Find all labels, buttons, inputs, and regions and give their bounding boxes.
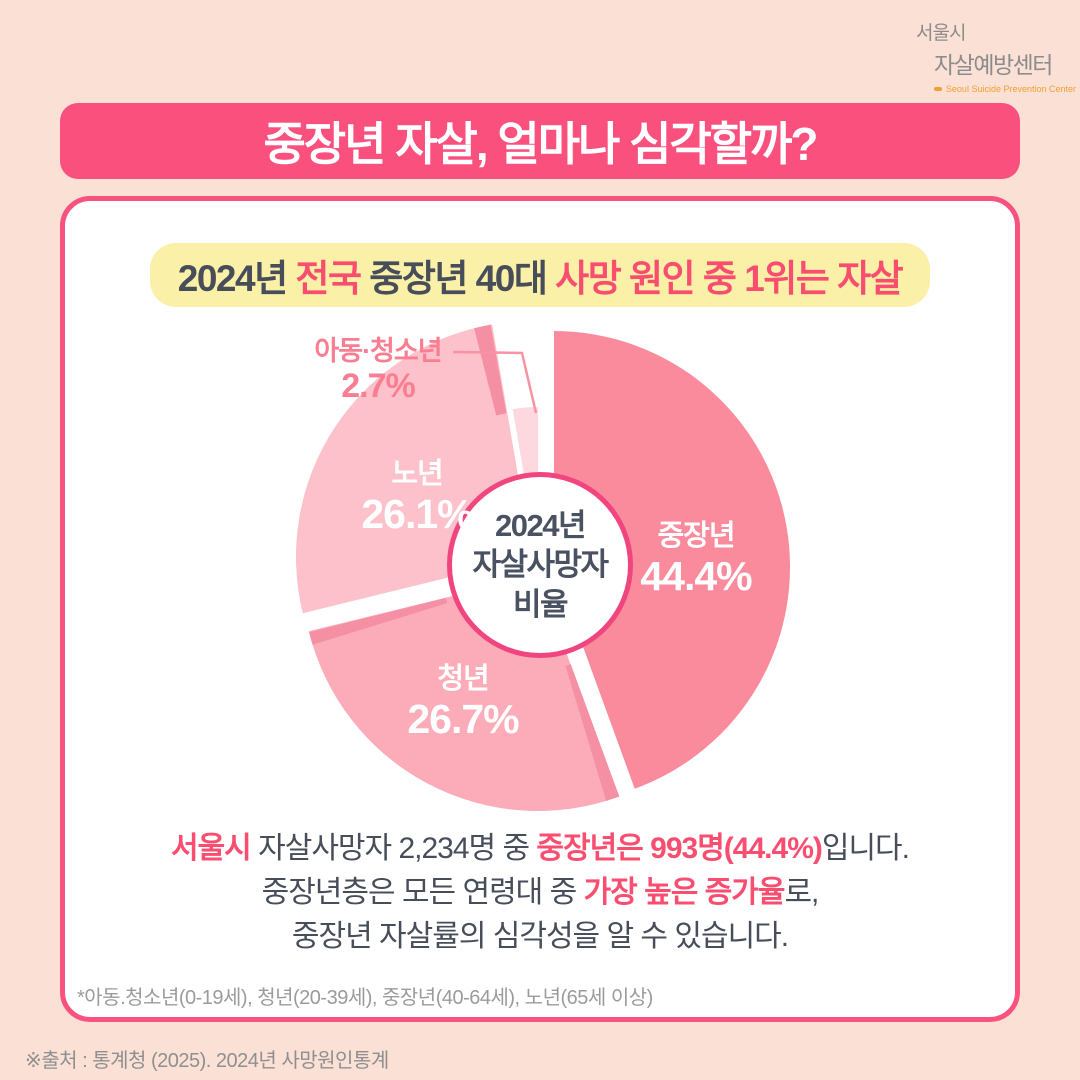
age-definition-footnote: *아동.청소년(0-19세), 청년(20-39세), 중장년(40-64세),… [77,987,653,1009]
pie-chart: 2024년 자살사망자 비율 중장년 44.4% 청년 26.7% 노년 26.… [290,315,790,815]
headline-seg-3: 중장년 40대 [360,258,556,299]
pie-slice-shadow-edge-2 [474,324,507,416]
slice-label-middle-aged: 중장년 44.4% [616,520,776,600]
slice-name-middle-aged: 중장년 [657,520,735,552]
slice-label-children-teens: 아동·청소년 2.7% [278,336,478,406]
logo-subtitle-text: Seoul Suicide Prevention Center [945,84,1076,94]
pie-slice-shadow-edge-0 [565,664,620,801]
chart-headline: 2024년 전국 중장년 40대 사망 원인 중 1위는 자살 [65,243,1015,307]
pie-slice-shadow-edge-1 [309,598,448,645]
summary-l1-seg1: 서울시 [170,832,252,865]
header-banner: 중장년 자살, 얼마나 심각할까? [60,103,1020,179]
slice-label-elderly: 노년 26.1% [337,458,497,538]
slice-pct-youth: 26.7% [407,696,519,743]
logo-city-text: 서울시 [916,23,966,44]
summary-line-2: 중장년층은 모든 연령대 중 가장 높은 증가율로, [65,871,1015,915]
pie-slice-middle-aged [554,331,790,789]
summary-line-1: 서울시 자살사망자 2,234명 중 중장년은 993명(44.4%)입니다. [65,827,1015,871]
pie-center-label: 2024년 자살사망자 비율 [447,472,633,658]
summary-l1-seg4: 입니다. [821,832,910,865]
logo-subtitle: Seoul Suicide Prevention Center [934,84,1076,94]
highlighted-headline: 2024년 전국 중장년 40대 사망 원인 중 1위는 자살 [149,243,931,307]
content-card: 2024년 전국 중장년 40대 사망 원인 중 1위는 자살 2024년 자살… [60,196,1020,1022]
summary-l2-seg1: 중장년층은 모든 연령대 중 [261,876,584,909]
headline-seg-4: 사망 원인 중 1위는 자살 [555,258,904,299]
slice-label-youth: 청년 26.7% [383,663,543,743]
leader-line [452,350,538,414]
logo-center-text: 자살예방센터 [934,52,1053,78]
slice-name-children-teens: 아동·청소년 [314,336,442,366]
page-title: 중장년 자살, 얼마나 심각할까? [263,118,818,170]
headline-seg-2: 전국 [295,258,362,299]
slice-pct-children-teens: 2.7% [341,367,416,406]
logo: 서울시 자살예방센터 Seoul Suicide Prevention Cent… [916,18,1076,94]
summary-text: 서울시 자살사망자 2,234명 중 중장년은 993명(44.4%)입니다. … [65,827,1015,959]
slice-pct-middle-aged: 44.4% [640,553,752,600]
slice-pct-elderly: 26.1% [361,491,473,538]
headline-seg-1: 2024년 [177,258,296,299]
source-citation: ※출처 : 통계청 (2025). 2024년 사망원인통계 [25,1050,389,1072]
summary-l2-seg2: 가장 높은 증가율 [583,876,786,909]
logo-bar-icon [934,87,942,91]
summary-line-3: 중장년 자살률의 심각성을 알 수 있습니다. [291,920,789,953]
slice-name-youth: 청년 [437,663,489,695]
center-label-line3: 비율 [512,586,569,622]
summary-l1-seg2: 자살사망자 2,234명 중 [250,832,537,865]
center-label-line2: 자살사망자 [472,547,609,583]
center-label-line1: 2024년 [495,508,586,544]
slice-name-elderly: 노년 [391,458,443,490]
summary-l1-seg3: 중장년은 993명(44.4%) [536,832,822,865]
summary-l2-seg3: 로, [784,876,819,909]
